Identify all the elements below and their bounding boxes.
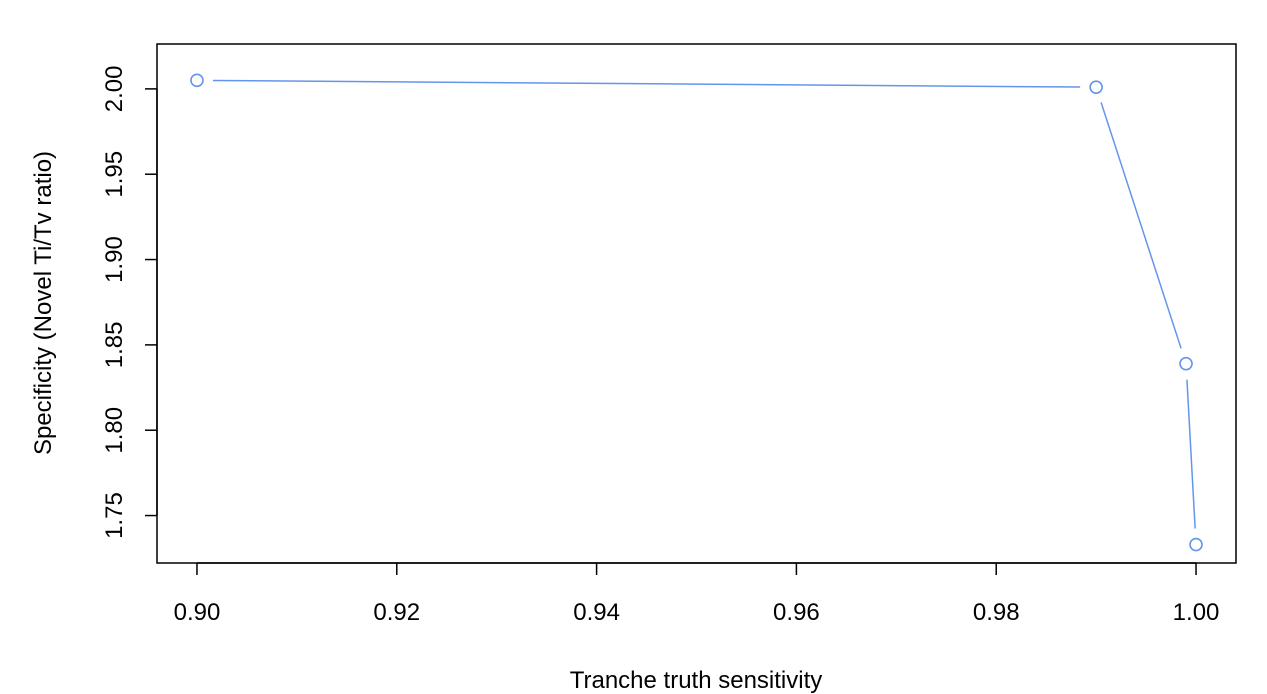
y-tick-label: 1.75 [101, 492, 128, 539]
y-tick-label: 1.95 [101, 151, 128, 198]
x-tick-label: 0.96 [773, 599, 820, 626]
y-tick-label: 2.00 [101, 66, 128, 113]
x-tick-label: 0.98 [973, 599, 1020, 626]
data-point [190, 73, 204, 88]
data-point [1089, 80, 1103, 94]
plot-frame [156, 43, 1237, 564]
y-axis: 1.75 1.80 1.85 1.90 1.95 2.00 [101, 66, 158, 539]
x-axis-label: Tranche truth sensitivity [570, 667, 823, 694]
y-tick-label: 1.80 [101, 407, 128, 454]
x-tick-label: 0.90 [174, 599, 221, 626]
y-tick-label: 1.85 [101, 322, 128, 369]
x-tick-label: 0.94 [573, 599, 620, 626]
data-point [1189, 537, 1203, 552]
series-segment [1100, 102, 1182, 349]
y-tick-label: 1.90 [101, 236, 128, 283]
series-segment [212, 79, 1081, 88]
x-axis: 0.90 0.92 0.94 0.96 0.98 1.00 [174, 562, 1220, 626]
series-layer [190, 73, 1203, 552]
x-tick-label: 0.92 [373, 599, 420, 626]
y-axis-label: Specificity (Novel Ti/Tv ratio) [30, 151, 57, 455]
series-segment [1186, 379, 1196, 529]
x-tick-label: 1.00 [1173, 599, 1220, 626]
data-point [1179, 356, 1193, 371]
